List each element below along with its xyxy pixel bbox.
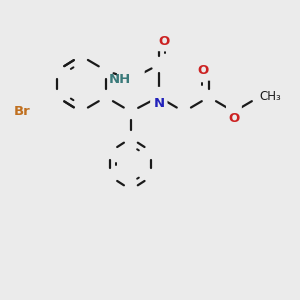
FancyBboxPatch shape [150,87,167,107]
FancyBboxPatch shape [117,69,145,89]
Text: O: O [228,112,239,125]
FancyBboxPatch shape [201,60,217,81]
Text: N: N [153,97,164,110]
Text: O: O [198,64,209,77]
Text: CH₃: CH₃ [259,91,281,103]
Text: Br: Br [14,105,31,118]
FancyBboxPatch shape [226,102,242,122]
Text: O: O [159,34,170,48]
FancyBboxPatch shape [18,102,43,122]
FancyBboxPatch shape [151,31,167,51]
Text: NH: NH [109,73,131,86]
